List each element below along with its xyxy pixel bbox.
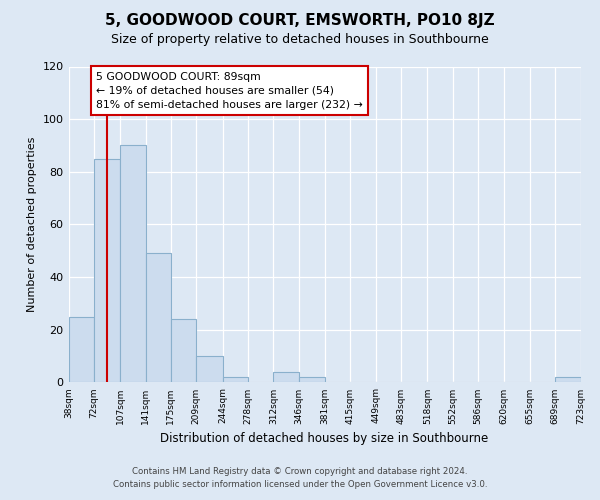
Bar: [146, 254, 171, 382]
Bar: [120, 146, 146, 382]
Bar: [94, 158, 120, 382]
Bar: [223, 377, 248, 382]
Text: 5 GOODWOOD COURT: 89sqm
← 19% of detached houses are smaller (54)
81% of semi-de: 5 GOODWOOD COURT: 89sqm ← 19% of detache…: [96, 72, 363, 110]
Text: Size of property relative to detached houses in Southbourne: Size of property relative to detached ho…: [111, 32, 489, 46]
X-axis label: Distribution of detached houses by size in Southbourne: Distribution of detached houses by size …: [160, 432, 488, 445]
Bar: [555, 377, 581, 382]
Y-axis label: Number of detached properties: Number of detached properties: [27, 137, 37, 312]
Bar: [171, 319, 196, 382]
Text: 5, GOODWOOD COURT, EMSWORTH, PO10 8JZ: 5, GOODWOOD COURT, EMSWORTH, PO10 8JZ: [105, 12, 495, 28]
Bar: [196, 356, 223, 382]
Bar: [274, 372, 299, 382]
Text: Contains HM Land Registry data © Crown copyright and database right 2024.
Contai: Contains HM Land Registry data © Crown c…: [113, 468, 487, 489]
Bar: [299, 377, 325, 382]
Bar: [68, 316, 94, 382]
